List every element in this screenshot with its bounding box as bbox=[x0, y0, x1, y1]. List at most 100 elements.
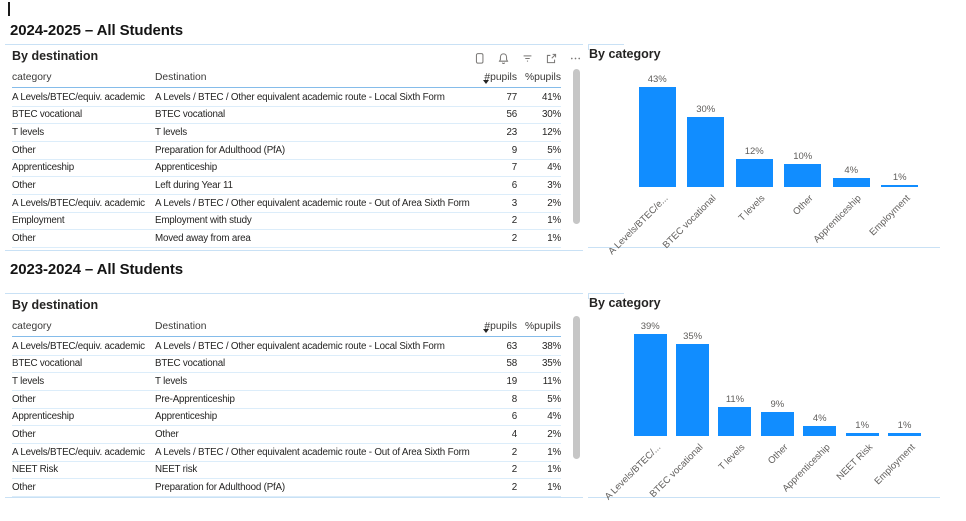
column-header-category[interactable]: category bbox=[12, 71, 52, 83]
alert-icon[interactable] bbox=[496, 51, 511, 66]
filter-icon[interactable] bbox=[520, 51, 535, 66]
bar-t-levels[interactable] bbox=[718, 407, 752, 436]
table-row[interactable]: T levels T levels 19 11% bbox=[12, 373, 561, 391]
focus-mode-icon[interactable] bbox=[544, 51, 559, 66]
table-row[interactable]: Apprenticeship Apprenticeship 6 4% bbox=[12, 409, 561, 427]
visual-title-by-destination: By destination bbox=[12, 49, 99, 63]
x-axis-tick: T levels bbox=[730, 190, 779, 248]
column-header-destination[interactable]: Destination bbox=[155, 71, 207, 83]
bar-employment[interactable] bbox=[888, 433, 922, 436]
sort-descending-icon bbox=[483, 328, 489, 333]
bar-t-levels[interactable] bbox=[735, 159, 773, 187]
table-row[interactable]: Other Moved away from area 2 1% bbox=[12, 230, 561, 248]
cell-category: Apprenticeship bbox=[12, 162, 75, 174]
column-header-destination[interactable]: Destination bbox=[155, 320, 207, 332]
bar-slot: 1% bbox=[883, 314, 925, 436]
bar-value-label: 43% bbox=[647, 74, 667, 85]
cell-destination: T levels bbox=[155, 127, 187, 139]
table-row[interactable]: A Levels/BTEC/equiv. academic A Levels / … bbox=[12, 195, 561, 213]
more-options-icon[interactable] bbox=[568, 51, 583, 66]
table-row[interactable]: Employment Employment with study 2 1% bbox=[12, 213, 561, 231]
vertical-scrollbar[interactable] bbox=[573, 69, 580, 224]
bar-slot: 39% bbox=[629, 314, 671, 436]
column-header-num-pupils[interactable]: #pupils bbox=[483, 71, 517, 84]
column-header-category[interactable]: category bbox=[12, 320, 52, 332]
bar-other[interactable] bbox=[760, 412, 794, 436]
table-body: A Levels/BTEC/equiv. academic A Levels / … bbox=[12, 338, 561, 497]
bar-neet-risk[interactable] bbox=[845, 433, 879, 436]
cell-destination: Moved away from area bbox=[155, 233, 251, 245]
bar-apprenticeship[interactable] bbox=[803, 425, 837, 436]
cell-num-pupils: 9 bbox=[511, 144, 517, 156]
cell-num-pupils: 8 bbox=[511, 393, 517, 405]
table-row[interactable]: T levels T levels 23 12% bbox=[12, 124, 561, 142]
vertical-scrollbar[interactable] bbox=[573, 316, 580, 459]
cell-pct-pupils: 35% bbox=[541, 358, 561, 370]
bar-plot-area: 39% 35% 11% 9% 4% 1% 1% bbox=[629, 314, 926, 436]
cell-pct-pupils: 1% bbox=[547, 233, 561, 245]
bar-value-label: 9% bbox=[770, 399, 785, 411]
cell-destination: NEET risk bbox=[155, 464, 198, 476]
bar-apprenticeship[interactable] bbox=[832, 177, 870, 187]
table-row[interactable]: Other Preparation for Adulthood (PfA) 9 5% bbox=[12, 142, 561, 160]
column-header-num-pupils[interactable]: #pupils bbox=[483, 320, 517, 333]
bar-value-label: 39% bbox=[640, 321, 660, 332]
cell-category: NEET Risk bbox=[12, 464, 58, 476]
bar-slot: 10% bbox=[779, 67, 828, 187]
cell-pct-pupils: 4% bbox=[547, 411, 561, 423]
x-axis-tick: Employment bbox=[867, 190, 925, 248]
table-row[interactable]: BTEC vocational BTEC vocational 56 30% bbox=[12, 107, 561, 125]
column-header-pct-pupils[interactable]: %pupils bbox=[524, 320, 561, 332]
cell-num-pupils: 63 bbox=[506, 340, 518, 352]
table-row[interactable]: A Levels/BTEC/equiv. academic A Levels / … bbox=[12, 444, 561, 462]
table-row[interactable]: Other Left during Year 11 6 3% bbox=[12, 177, 561, 195]
bar-value-label: 10% bbox=[793, 150, 813, 162]
x-axis-label-t-levels: T levels bbox=[736, 193, 768, 224]
table-row[interactable]: Other Pre-Apprenticeship 8 5% bbox=[12, 391, 561, 409]
bar-value-label: 11% bbox=[725, 394, 745, 406]
bar-slot: 1% bbox=[841, 314, 883, 436]
cell-pct-pupils: 30% bbox=[541, 109, 561, 121]
bar-slot: 4% bbox=[799, 314, 841, 436]
cell-destination: T levels bbox=[155, 376, 187, 388]
bar-a-levels-btec-e[interactable] bbox=[638, 87, 676, 187]
table-row[interactable]: Other Other 4 2% bbox=[12, 426, 561, 444]
x-axis-tick: BTEC vocational bbox=[661, 190, 731, 251]
x-axis-tick: Apprenticeship bbox=[780, 439, 841, 497]
bar-a-levels-btec[interactable] bbox=[633, 334, 667, 436]
cell-pct-pupils: 11% bbox=[542, 376, 561, 388]
cell-num-pupils: 2 bbox=[511, 215, 517, 227]
bar-btec-vocational[interactable] bbox=[676, 344, 710, 436]
table-visual-by-destination-2023-2024: By destination category Destination #pupil… bbox=[5, 293, 583, 498]
cell-num-pupils: 2 bbox=[511, 446, 517, 458]
sort-descending-icon bbox=[483, 79, 489, 84]
bar-employment[interactable] bbox=[881, 184, 919, 187]
table-row[interactable]: Other Preparation for Adulthood (PfA) 2 1% bbox=[12, 479, 561, 497]
chart-visual-by-category-2024-2025: By category 43% 30% 12% 10% 4% 1% A Levels/BT… bbox=[588, 44, 940, 257]
column-header-pct-pupils[interactable]: %pupils bbox=[524, 71, 561, 83]
table-row[interactable]: Apprenticeship Apprenticeship 7 4% bbox=[12, 160, 561, 178]
cell-pct-pupils: 5% bbox=[547, 144, 561, 156]
x-axis-labels: A Levels/BTEC/... BTEC vocational T levels… bbox=[603, 439, 926, 502]
bar-btec-vocational[interactable] bbox=[687, 117, 725, 187]
bar-slot: 35% bbox=[671, 314, 713, 436]
cell-destination: Employment with study bbox=[155, 215, 252, 227]
cell-category: Other bbox=[12, 393, 36, 405]
table-row[interactable]: A Levels/BTEC/equiv. academic A Levels / … bbox=[12, 338, 561, 356]
cell-category: BTEC vocational bbox=[12, 109, 82, 121]
table-row[interactable]: A Levels/BTEC/equiv. academic A Levels / … bbox=[12, 89, 561, 107]
x-axis-tick: BTEC vocational bbox=[648, 439, 713, 500]
x-axis-label-neet-risk: NEET Risk bbox=[834, 442, 875, 483]
table-row[interactable]: NEET Risk NEET risk 2 1% bbox=[12, 462, 561, 480]
cell-num-pupils: 77 bbox=[506, 91, 518, 103]
bar-slot: 12% bbox=[730, 67, 779, 187]
x-axis-tick: Employment bbox=[872, 439, 925, 497]
table-row[interactable]: BTEC vocational BTEC vocational 58 35% bbox=[12, 356, 561, 374]
cell-category: Employment bbox=[12, 215, 65, 227]
copy-visual-icon[interactable] bbox=[472, 51, 487, 66]
cell-destination: A Levels / BTEC / Other equivalent acade… bbox=[155, 446, 470, 458]
cell-category: T levels bbox=[12, 127, 44, 139]
cell-destination: A Levels / BTEC / Other equivalent acade… bbox=[155, 91, 445, 103]
bar-other[interactable] bbox=[784, 163, 822, 187]
